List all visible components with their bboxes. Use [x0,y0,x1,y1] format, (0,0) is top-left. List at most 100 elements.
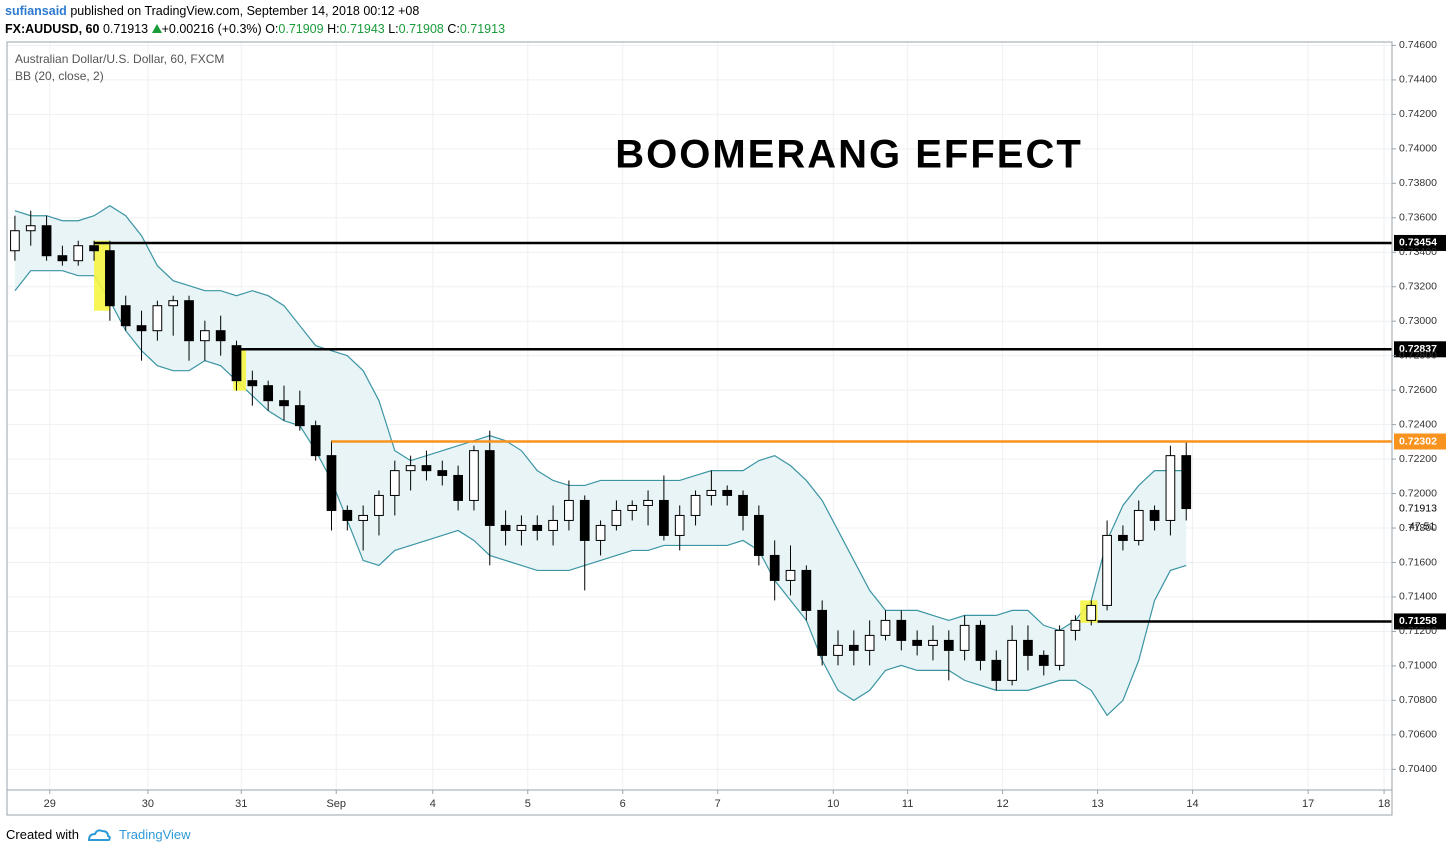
brand[interactable]: TradingView [118,827,191,842]
candle-body [89,245,99,252]
y-tick-label: 0.73200 [1399,281,1437,293]
x-tick-label: 30 [142,798,154,810]
candle-body [136,325,147,332]
level-tag [1394,341,1446,358]
x-tick-label: 6 [620,798,626,810]
level-label: 0.71258 [1399,615,1437,627]
candle-body [564,499,574,521]
candle-body [342,509,353,521]
upper-band [14,205,1187,632]
candle-body [801,569,812,611]
level-label: 0.73454 [1399,237,1437,249]
level-tag [1394,234,1446,251]
x-tick-label: Sep [326,798,346,810]
candle-body [10,230,20,252]
ohlc-label: L: [388,22,399,36]
candle-body [516,524,527,531]
candle-body [579,499,590,541]
x-tick-label: 4 [430,798,436,810]
candle-body [358,514,368,521]
y-tick-label: 0.73600 [1399,212,1437,224]
y-tick-label: 0.74600 [1399,39,1437,51]
candle-body [532,524,543,531]
x-tick-label: 7 [715,798,721,810]
change: +0.00216 (+0.3%) [161,22,262,36]
candle-body [1181,455,1192,510]
band-fill [14,205,1187,716]
candle-body [754,514,764,556]
candle-body [263,385,274,402]
candle-body [405,465,416,472]
candle-body [1070,619,1081,631]
up-arrow [151,24,162,33]
candle-body [469,450,479,501]
candle-body [722,489,733,496]
candle-body [690,494,701,516]
x-tick-label: 11 [902,798,913,810]
last-price: 0.71913 [102,22,149,36]
y-tick-label: 0.71200 [1399,625,1437,637]
candle-body [41,225,52,257]
candle-body [437,470,448,476]
candle-body [279,400,289,407]
y-tick-label: 0.70600 [1399,729,1437,741]
footer: Created with TradingView [6,827,191,842]
candle-body [453,474,463,501]
candle-body [959,624,970,651]
last-price-label: 0.71913 [1399,502,1437,514]
candle-body [991,659,1002,681]
published: published on TradingView.com, September … [70,4,420,18]
candle-body [817,609,828,656]
level-label: 0.72302 [1399,435,1437,447]
candle-body [1102,534,1112,606]
y-tick-label: 0.72200 [1399,453,1437,465]
candle-body [643,499,653,506]
x-tick-label: 14 [1186,798,1198,810]
candle-body [294,405,305,427]
y-tick-label: 0.72000 [1399,487,1437,499]
author[interactable]: sufiansaid [5,4,67,18]
quote-line: FX:AUDUSD, 60 0.71913 +0.00216 (+0.3%) O… [5,22,505,36]
candle-body [310,425,321,457]
candle-body [848,644,859,651]
logo[interactable] [87,828,111,842]
candle-body [864,634,875,651]
legend-indicator: BB (20, close, 2) [15,69,104,83]
candle-body [769,554,780,581]
candle-body [1118,534,1128,541]
y-tick-label: 0.70400 [1399,763,1437,775]
ohlc-label: O: [265,22,279,36]
legend-symbol: Australian Dollar/U.S. Dollar, 60, FXCM [15,52,224,66]
candle-body [548,519,558,531]
candle-body [1086,604,1097,621]
candle-body [500,524,511,531]
y-tick-label: 0.71800 [1399,522,1437,534]
candle-body [1038,654,1049,666]
annotation-title: BOOMERANG EFFECT [615,133,1083,177]
y-tick-label: 0.74000 [1399,143,1437,155]
x-tick-label: 12 [996,798,1008,810]
candle-body [912,639,922,646]
lower-band [14,270,1187,717]
candle-body [627,504,638,511]
y-tick-label: 0.74200 [1399,108,1437,120]
candle-body [1165,455,1176,521]
candle-body [152,305,163,332]
candle-body [659,499,669,536]
ohlc-value: 0.71908 [398,22,444,36]
candle-body [785,569,796,581]
y-tick-label: 0.73400 [1399,246,1437,258]
candle-body [326,455,337,511]
candle-body [1023,639,1033,656]
y-tick-label: 0.70800 [1399,694,1437,706]
candle-body [484,450,495,526]
candle-body [880,619,891,636]
x-tick-label: 31 [235,798,247,810]
x-tick-label: 17 [1302,798,1314,810]
level-tag [1394,613,1446,630]
ohlc: O:0.71909 H:0.71943 L:0.71908 C:0.71913 [265,22,505,36]
ohlc-label: H: [327,22,340,36]
candle-body [57,255,68,262]
